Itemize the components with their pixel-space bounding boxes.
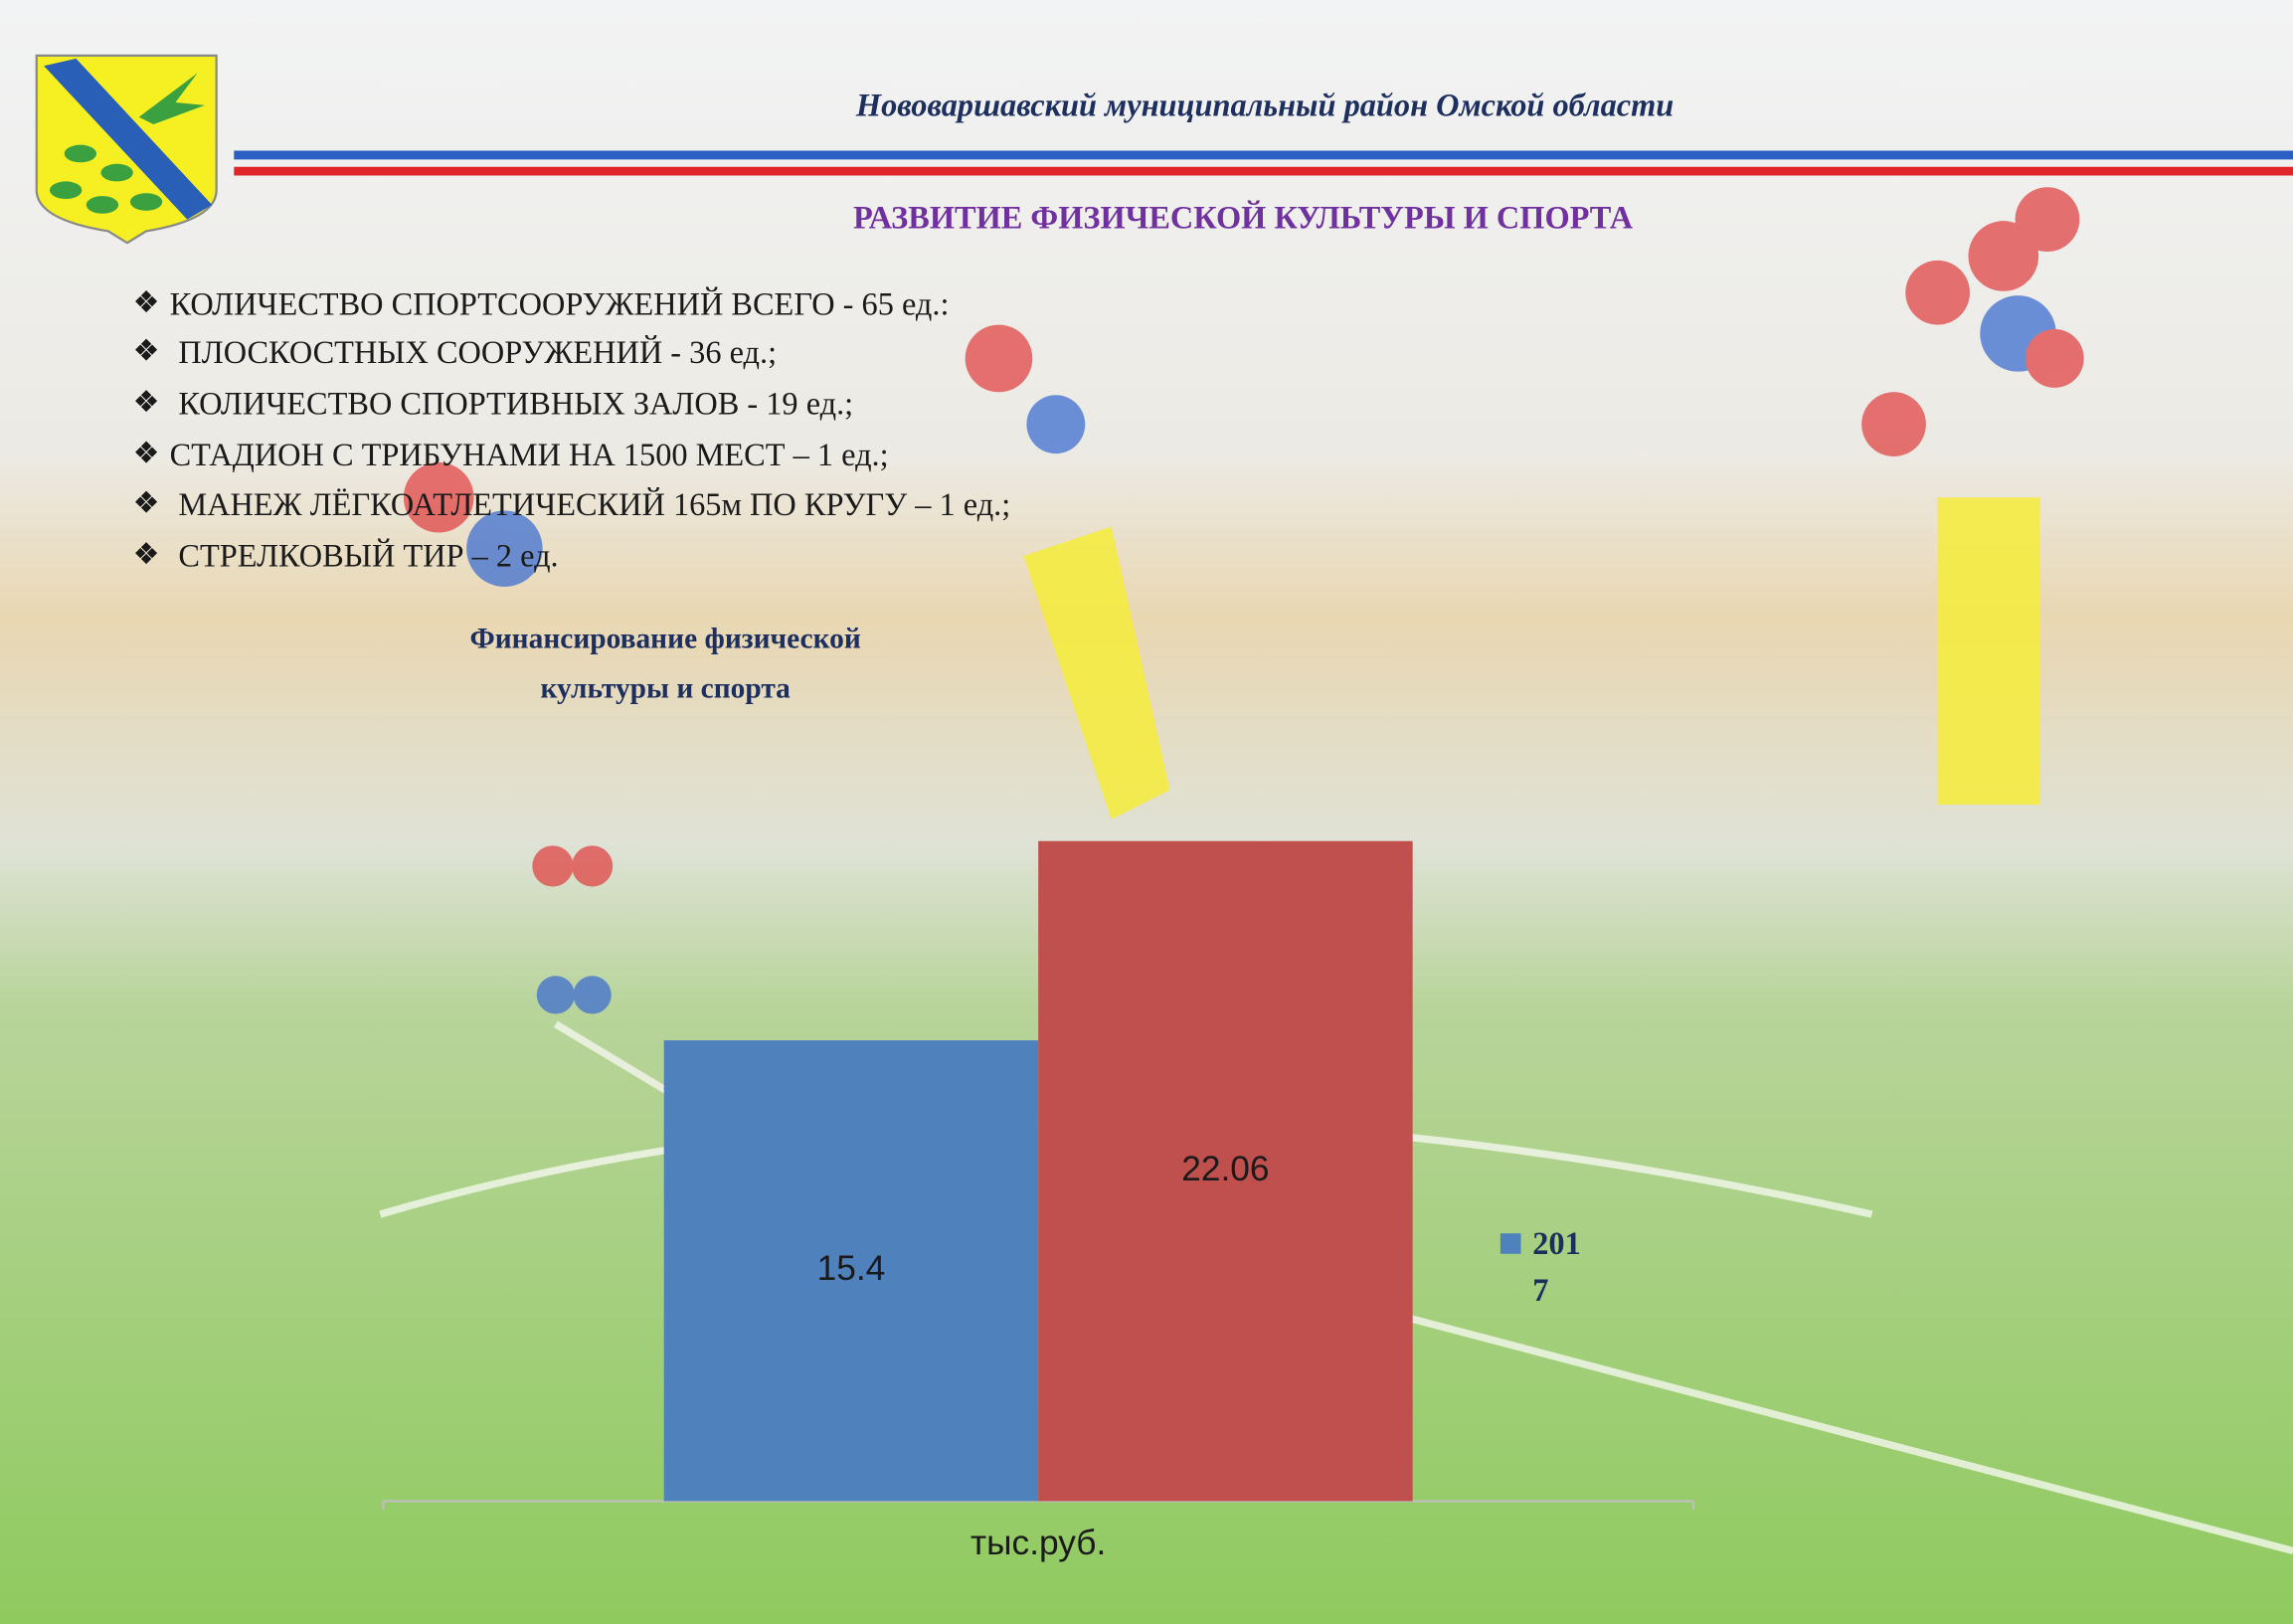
x-tick-label: тыс.руб. <box>970 1524 1106 1562</box>
data-label: 15.4 <box>817 1249 886 1288</box>
slide: Нововаршавский муниципальный район Омско… <box>0 0 2293 1624</box>
legend-swatch <box>1500 1233 1521 1254</box>
chart-title-box: Финансирование физической культуры и спо… <box>351 615 979 732</box>
bullet-text: СТРЕЛКОВЫЙ ТИР – 2 ед. <box>178 537 558 573</box>
bullet-text: КОЛИЧЕСТВО СПОРТИВНЫХ ЗАЛОВ - 19 ед.; <box>178 385 853 421</box>
bullet-text: КОЛИЧЕСТВО СПОРТСООРУЖЕНИЙ ВСЕГО - 65 ед… <box>170 285 950 321</box>
chart-title: Финансирование физической культуры и спо… <box>460 615 870 714</box>
bullet-text: МАНЕЖ ЛЁГКОАТЛЕТИЧЕСКИЙ 165м ПО КРУГУ – … <box>178 486 1010 522</box>
legend-box: 2017 <box>1532 1220 1620 1323</box>
legend-label: 2017 <box>1532 1220 1591 1314</box>
header-title: Нововаршавский муниципальный район Омско… <box>855 87 1674 122</box>
bullet-text: ПЛОСКОСТНЫХ СООРУЖЕНИЙ - 36 ед.; <box>178 334 777 370</box>
data-label: 22.06 <box>1181 1150 1269 1188</box>
bullet-text: СТАДИОН С ТРИБУНАМИ НА 1500 МЕСТ – 1 ед.… <box>170 437 889 472</box>
header-subtitle: РАЗВИТИЕ ФИЗИЧЕСКОЙ КУЛЬТУРЫ И СПОРТА <box>853 200 1634 236</box>
emblem <box>37 56 217 243</box>
